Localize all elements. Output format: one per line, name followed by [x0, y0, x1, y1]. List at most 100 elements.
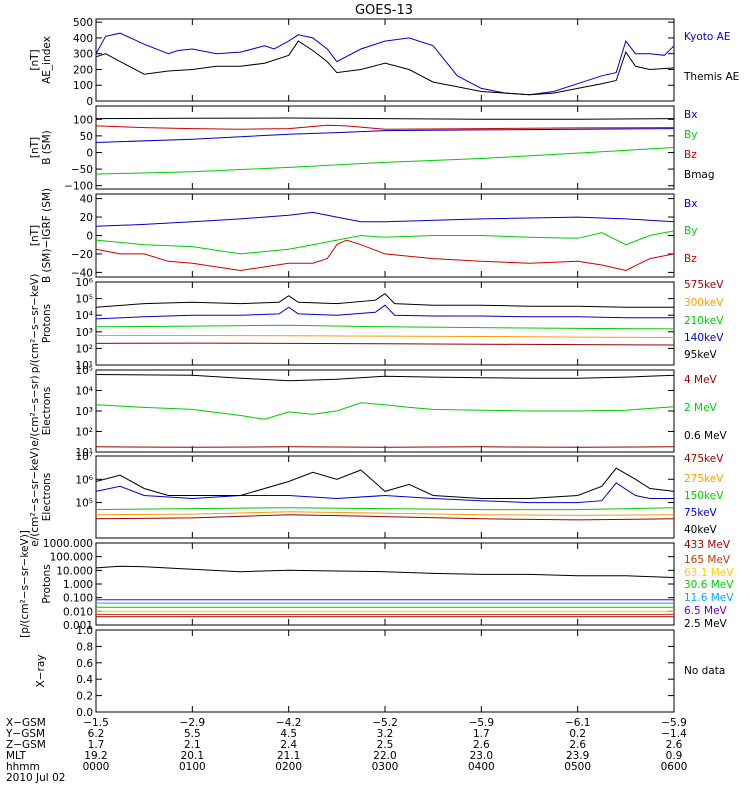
panel-frame — [95, 193, 675, 278]
footer-value: 22.0 — [373, 750, 396, 762]
y-axis-label: Electrons — [41, 387, 53, 436]
legend-entry: 165 MeV — [684, 554, 731, 566]
footer-date: 2010 Jul 02 — [6, 772, 65, 784]
series-line-0-6-mev — [95, 374, 675, 382]
y-tick-label: 1.000 — [63, 579, 93, 591]
series-line-575kev — [95, 342, 675, 346]
footer-value: −6.1 — [565, 717, 591, 729]
legend-entry: 0.6 MeV — [684, 430, 728, 442]
legend-entry: 275keV — [684, 473, 724, 485]
footer-value: −4.2 — [276, 717, 302, 729]
legend-entry: 6.5 MeV — [684, 605, 728, 617]
y-tick-label: 0 — [86, 147, 93, 159]
series-line-4-mev — [95, 446, 675, 448]
y-tick-label: 10¹ — [75, 360, 93, 372]
panel-frame — [95, 629, 675, 713]
legend-entry: 575keV — [684, 279, 724, 291]
footer-value: 2.6 — [473, 739, 490, 751]
y-tick-label: 10³ — [75, 406, 93, 418]
footer-value: 0400 — [468, 761, 495, 773]
y-tick-label: −50 — [71, 164, 93, 176]
y-tick-label: 10³ — [75, 327, 93, 339]
footer-value: 1.7 — [88, 739, 105, 751]
panel-frame — [95, 542, 675, 626]
legend-entry: Bmag — [684, 169, 715, 181]
y-tick-label: 10⁵ — [75, 294, 93, 306]
legend-entry: 140keV — [684, 332, 724, 344]
y-tick-label: 0.0 — [76, 707, 93, 719]
footer-value: 4.5 — [280, 728, 297, 740]
footer-value: 2.1 — [184, 739, 201, 751]
y-axis-label: B (SM) — [41, 130, 53, 164]
legend-entry: 475keV — [684, 453, 724, 465]
footer-value: 19.2 — [84, 750, 107, 762]
footer-row-label: Y−GSM — [5, 728, 45, 740]
y-tick-label: 100 — [73, 114, 93, 126]
y-tick-label: 0.010 — [63, 606, 93, 618]
footer-row-label: MLT — [6, 750, 26, 762]
y-tick-label: 10⁶ — [75, 277, 93, 289]
series-line-by — [95, 230, 675, 255]
y-axis-label: [nT] — [29, 49, 41, 70]
legend-entry: 30.6 MeV — [684, 579, 734, 591]
legend-entry: 2.5 MeV — [684, 618, 728, 630]
legend-entry: By — [684, 225, 697, 237]
series-line-2-5-mev — [95, 565, 675, 578]
panel-8: 1.0 0.8 0.6 0.4 0.2 0.0 X−ray No data — [35, 625, 725, 719]
series-line-by — [95, 147, 675, 175]
legend-entry: Kyoto AE — [684, 31, 730, 43]
y-tick-label: −20 — [71, 249, 93, 261]
panel-2: 100 50 0 −50 −100 B (SM)[nT] Bx By Bz Bmag — [29, 105, 715, 193]
legend-entry: 150keV — [684, 490, 724, 502]
footer-value: 23.0 — [470, 750, 493, 762]
y-tick-label: 200 — [73, 64, 93, 76]
y-axis-label: e/(cm²−s−sr−keV) — [29, 447, 41, 546]
y-tick-label: 20 — [80, 212, 93, 224]
series-line-75kev — [95, 482, 674, 504]
footer-value: 21.1 — [277, 750, 300, 762]
footer-value: −2.9 — [180, 717, 206, 729]
legend-entry: Bx — [684, 109, 697, 121]
series-line-300kev — [96, 335, 675, 339]
y-tick-label: −100 — [64, 181, 93, 193]
footer-value: 2.5 — [377, 739, 394, 751]
y-axis-label: Protons — [41, 304, 53, 343]
y-tick-label: −40 — [71, 267, 93, 279]
footer-value: 0300 — [372, 761, 399, 773]
y-tick-label: 50 — [80, 131, 93, 143]
footer-value: 3.2 — [377, 728, 394, 740]
footer-value: 6.2 — [88, 728, 105, 740]
y-axis-label: p/(cm²−s−sr−keV) — [29, 274, 41, 374]
legend-entry: 63.1 MeV — [684, 567, 734, 579]
y-tick-label: 0 — [86, 231, 93, 243]
footer-value: 0.9 — [666, 750, 683, 762]
y-tick-label: 1.0 — [76, 625, 93, 637]
series-line-bx — [95, 128, 675, 143]
y-tick-label: 0.001 — [63, 620, 93, 632]
y-axis-label: e/(cm²−s−sr) — [29, 375, 41, 446]
y-axis-label: Electrons — [41, 473, 53, 522]
footer-value: 1.7 — [473, 728, 490, 740]
series-line-bmag — [95, 117, 675, 120]
legend-entry: 95keV — [684, 349, 718, 361]
legend-entry: 2 MeV — [684, 402, 718, 414]
footer-value: −5.9 — [469, 717, 495, 729]
y-tick-label: 10⁴ — [75, 310, 93, 322]
series-line-210kev — [95, 324, 675, 330]
footer-value: 0.2 — [569, 728, 586, 740]
y-tick-label: 10⁵ — [75, 498, 93, 510]
y-tick-label: 10² — [75, 343, 93, 355]
legend-entry: Bz — [684, 253, 697, 265]
y-tick-label: 0.6 — [76, 658, 93, 670]
panel-frame — [95, 281, 675, 366]
series-line-150kev — [95, 507, 675, 511]
legend-entry: 4 MeV — [684, 374, 718, 386]
legend-entry: 75keV — [684, 507, 718, 519]
y-tick-label: 10¹ — [75, 447, 93, 459]
y-axis-label: [p/(cm²−s−sr−keV)] — [19, 530, 31, 638]
footer-value: 5.5 — [184, 728, 201, 740]
